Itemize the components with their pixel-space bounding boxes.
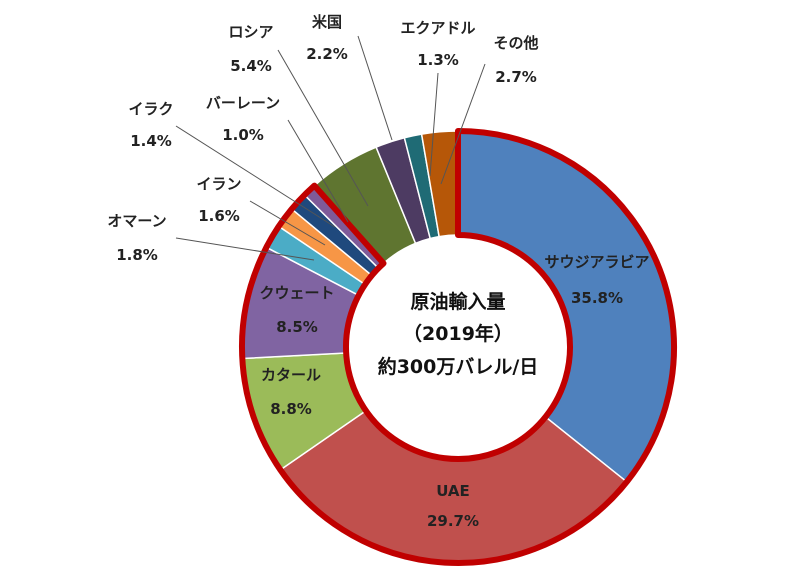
donut-slices (241, 130, 675, 564)
label-value-e3819de381aee4bb96: 2.7% (495, 68, 537, 86)
label-name-e382aae3839ee383bce383b3: オマーン (107, 212, 166, 230)
label-value-e38390e383bce383ace383bce383b3: 1.0% (222, 126, 264, 144)
label-value-e383ade382b7e382a2: 5.4% (230, 57, 272, 75)
label-value-e382a4e383a9e382af: 1.4% (130, 132, 172, 150)
leader-e7b1b3e59bbd (357, 35, 393, 141)
leader-e3819de381aee4bb96 (440, 63, 486, 185)
label-value-e382aae3839ee383bce383b3: 1.8% (116, 246, 158, 264)
leader-e382a4e383a9e383b3 (249, 200, 326, 246)
label-name-e7b1b3e59bbd: 米国 (312, 13, 342, 31)
label-name-e382a4e383a9e383b3: イラン (196, 175, 241, 193)
label-value-e382a4e383a9e383b3: 1.6% (198, 207, 240, 225)
label-name-e382a8e382afe382a2e38389e383ab: エクアドル (400, 19, 475, 37)
leader-e382a8e382afe382a2e38389e383ab (429, 72, 439, 177)
leader-lines (175, 35, 486, 261)
leader-e38390e383bce383ace383bce383b3 (287, 119, 349, 223)
leader-e382a4e383a9e382af (175, 125, 336, 228)
center-line-1: 原油輸入量 (410, 290, 505, 313)
center-label: 原油輸入量 （2019年） 約300万バレル/日 (378, 290, 539, 378)
label-name-e382a4e383a9e382af: イラク (128, 100, 173, 118)
label-name-e38390e383bce383ace383bce383b3: バーレーン (206, 94, 280, 112)
label-value-e7b1b3e59bbd: 2.2% (306, 45, 348, 63)
middle-east-highlight-outline (239, 128, 677, 566)
center-line-2: （2019年） (403, 322, 513, 345)
label-name-e383ade382b7e382a2: ロシア (228, 23, 273, 41)
label-value-e382abe382bfe383bce383ab: 8.8% (270, 400, 312, 418)
center-line-3: 約300万バレル/日 (378, 355, 539, 378)
label-value-e382afe382a6e382a7e383bce38388: 8.5% (276, 318, 318, 336)
label-name-e382abe382bfe383bce383ab: カタール (261, 366, 321, 384)
label-name-e3819de381aee4bb96: その他 (493, 34, 538, 52)
label-name-e382afe382a6e382a7e383bce38388: クウェート (259, 284, 334, 302)
label-name-uae: UAE (436, 482, 470, 500)
label-name-e382b5e382a6e382b8e382a2e383a9e38393e382a2: サウジアラビア (544, 253, 649, 271)
slice-labels: サウジアラビア 35.8% UAE 29.7% カタール 8.8% クウェート 8.5% オマー… (107, 13, 649, 530)
leader-e383ade382b7e382a2 (277, 49, 369, 207)
label-value-e382b5e382a6e382b8e382a2e383a9e38393e382a2: 35.8% (571, 289, 623, 307)
label-value-e382a8e382afe382a2e38389e383ab: 1.3% (417, 51, 459, 69)
label-value-uae: 29.7% (427, 512, 479, 530)
leader-e382aae3839ee383bce383b3 (175, 237, 315, 261)
